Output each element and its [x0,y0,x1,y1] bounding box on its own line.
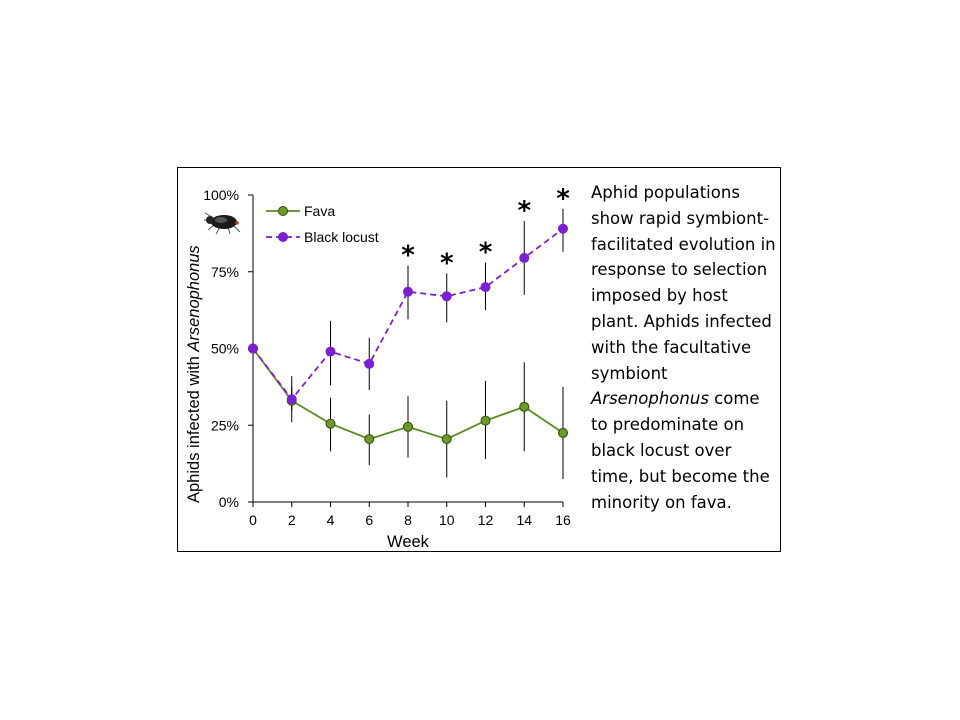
x-tick-label: 12 [478,512,494,528]
black-locust-point [403,286,413,297]
fava-point [519,401,530,412]
figure-panel: 0 2 4 6 8 10 12 14 16 0% 25% 50% 75% 100% * * * * * Fava B… [177,167,781,552]
figure-caption: Aphid populations show rapid symbiont- f… [591,180,779,515]
aphid-icon [203,212,241,235]
significance-star: * [440,248,454,278]
legend-label-black-locust: Black locust [304,229,379,245]
chart-axes: 0 2 4 6 8 10 12 14 16 0% 25% 50% 75% 100% [203,187,571,528]
black-locust-point [558,223,568,234]
black-locust-point [441,291,452,302]
fava-point [403,421,413,432]
significance-star: * [517,196,531,226]
fava-point [480,415,491,426]
significance-star: * [556,184,570,214]
black-locust-point [519,252,530,263]
y-tick-label: 75% [211,264,239,280]
x-axis-label: Week [387,533,430,551]
error-bars [291,208,564,479]
y-tick-label: 25% [211,417,239,433]
y-tick-label: 50% [211,341,239,357]
x-tick-label: 6 [365,512,373,528]
significance-markers: * * * * * [401,184,570,278]
x-tick-label: 16 [555,512,571,528]
x-tick-label: 2 [288,512,296,528]
caption-italic-term: Arsenophonus [591,389,709,409]
legend-label-fava: Fava [304,203,335,219]
x-tick-label: 10 [439,512,455,528]
series-markers [248,223,568,445]
fava-point [325,418,336,429]
line-chart: 0 2 4 6 8 10 12 14 16 0% 25% 50% 75% 100% * * * * * Fava B… [185,184,571,551]
black-locust-point [248,343,258,354]
fava-point [441,434,452,445]
black-locust-point [286,394,297,405]
black-locust-line [252,228,564,401]
fava-point [364,434,375,445]
x-tick-label: 0 [249,512,257,528]
y-tick-label: 100% [203,187,239,203]
x-tick-label: 8 [404,512,412,528]
black-locust-point [480,282,491,293]
caption-text-end: come to predominate on black locust over… [591,389,776,512]
legend-marker-fava [278,206,288,216]
y-tick-label: 0% [219,494,239,510]
x-tick-label: 14 [516,512,532,528]
black-locust-point [364,358,375,369]
x-tick-label: 4 [327,512,335,528]
legend-marker-black-locust [278,232,288,242]
fava-point [558,427,568,438]
y-axis-label: Aphids infected with Arsenophonus [185,245,203,503]
significance-star: * [479,238,493,268]
caption-text: Aphid populations show rapid symbiont- f… [591,183,781,383]
black-locust-point [325,346,336,357]
legend: Fava Black locust [266,203,379,245]
significance-star: * [401,241,415,271]
